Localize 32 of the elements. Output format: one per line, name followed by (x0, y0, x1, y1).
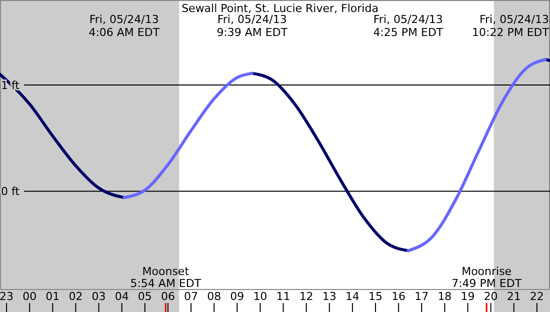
x-tick-label: 05 (138, 290, 152, 303)
x-tick-label: 18 (438, 290, 452, 303)
x-tick-label: 06 (160, 290, 175, 303)
annotation: Fri, 05/24/13 9:39 AM EDT (216, 13, 288, 39)
chart-title: Sewall Point, St. Lucie River, Florida (182, 2, 378, 15)
y-tick-label: 0 ft (1, 185, 20, 198)
x-tick-label: 14 (345, 290, 360, 303)
x-tick-label: 09 (230, 290, 244, 303)
ref-line-label: Moonrise 7:49 PM EDT (452, 265, 522, 290)
x-tick-label: 10 (253, 290, 268, 303)
annotation: Fri, 05/24/13 10:22 PM EDT (472, 13, 550, 39)
x-tick-label: 22 (530, 290, 544, 303)
x-tick-label: 13 (322, 290, 336, 303)
x-tick-label: 17 (414, 290, 429, 303)
annotation: Fri, 05/24/13 4:25 PM EDT (373, 13, 444, 39)
x-tick-label: 04 (114, 290, 129, 303)
x-tick-label: 21 (506, 290, 521, 303)
x-tick-label: 03 (92, 290, 106, 303)
x-tick-label: 02 (68, 290, 83, 303)
ref-line-label: Moonset 5:54 AM EDT (130, 265, 202, 290)
x-tick-label: 16 (392, 290, 406, 303)
x-tick-label: 19 (460, 290, 475, 303)
x-tick-label: 08 (207, 290, 222, 303)
x-tick-label: 07 (184, 290, 198, 303)
x-tick-label: 15 (368, 290, 383, 303)
annotation: Fri, 05/24/13 4:06 AM EDT (88, 13, 160, 39)
x-tick-label: 20 (484, 290, 498, 303)
x-tick-label: 23 (0, 290, 14, 303)
x-tick-label: 00 (22, 290, 37, 303)
x-tick-label: 12 (299, 290, 314, 303)
x-tick-label: 11 (276, 290, 290, 303)
x-tick-label: 01 (46, 290, 60, 303)
